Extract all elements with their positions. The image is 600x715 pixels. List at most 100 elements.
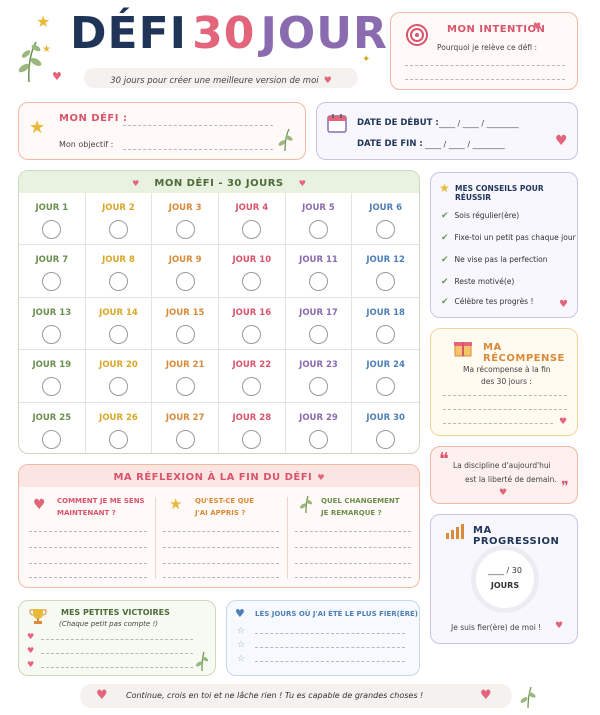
day-checkbox[interactable] (308, 272, 328, 292)
day-checkbox[interactable] (108, 324, 128, 344)
subtitle: 30 jours pour créer une meilleure versio… (110, 76, 319, 86)
defi-card: ★ MON DÉFI : Mon objectif : (18, 102, 306, 160)
check-icon: ✔ (441, 277, 449, 287)
day-checkbox[interactable] (308, 377, 328, 397)
day-label: JOUR 22 (232, 360, 272, 371)
write-line[interactable] (163, 563, 279, 564)
quote-line-1: La discipline d'aujourd'hui (453, 461, 551, 470)
write-line[interactable] (29, 531, 147, 532)
day-checkbox[interactable] (175, 220, 195, 239)
start-date-field[interactable]: ____ / ____ / ________ (439, 119, 519, 128)
day-checkbox[interactable] (376, 377, 396, 397)
write-line[interactable] (29, 563, 147, 564)
heart-icon: ♥ (317, 473, 325, 482)
day-cell: JOUR 11 (285, 245, 353, 298)
quote-card: ❝ La discipline d'aujourd'hui est la lib… (430, 446, 578, 504)
progress-label: JOURS (490, 581, 520, 590)
day-checkbox[interactable] (42, 324, 62, 344)
day-cell: JOUR 10 (219, 245, 286, 298)
intention-question: Pourquoi je relève ce défi : (437, 43, 538, 52)
day-checkbox[interactable] (242, 220, 262, 239)
write-line[interactable] (443, 409, 567, 410)
day-checkbox[interactable] (42, 220, 62, 239)
day-checkbox[interactable] (242, 324, 262, 344)
end-date-label: DATE DE FIN : (357, 139, 423, 149)
heart-icon: ♥ (27, 646, 35, 655)
reward-title: MA RÉCOMPENSE (483, 342, 565, 364)
day-checkbox[interactable] (376, 429, 396, 449)
day-checkbox[interactable] (376, 272, 396, 292)
write-line[interactable] (255, 633, 405, 634)
day-cell: JOUR 20 (85, 350, 153, 403)
heart-icon: ♥ (33, 497, 46, 513)
target-icon (405, 23, 429, 51)
day-checkbox[interactable] (308, 324, 328, 344)
heart-icon: ♥ (235, 607, 245, 620)
day-checkbox[interactable] (242, 272, 262, 292)
heart-icon: ♥ (323, 76, 332, 86)
check-icon: ✔ (441, 297, 449, 307)
day-checkbox[interactable] (175, 324, 195, 344)
victories-title: MES PETITES VICTOIRES (61, 608, 170, 617)
write-line[interactable] (443, 395, 567, 396)
day-checkbox[interactable] (42, 272, 62, 292)
day-checkbox[interactable] (242, 429, 262, 449)
write-line[interactable] (163, 531, 279, 532)
grid-header: ♥ MON DÉFI - 30 JOURS ♥ (19, 171, 419, 193)
q2-line-1: QU'EST-CE QUE (195, 497, 255, 505)
write-line[interactable] (41, 639, 193, 640)
gift-icon (453, 337, 473, 361)
day-grid: JOUR 1 JOUR 2 JOUR 3 JOUR 4 JOUR 5 JOUR 6 JOUR… (19, 193, 419, 453)
day-cell: JOUR 7 (19, 245, 86, 298)
progress-ring: ____ / 30 JOURS (471, 545, 539, 613)
day-cell: JOUR 13 (19, 297, 86, 351)
write-line[interactable] (443, 423, 553, 424)
heart-icon: ♥ (555, 133, 568, 149)
day-checkbox[interactable] (308, 429, 328, 449)
day-checkbox[interactable] (42, 377, 62, 397)
day-checkbox[interactable] (376, 220, 396, 239)
tips-title: MES CONSEILS POUR RÉUSSIR (455, 184, 544, 202)
day-checkbox[interactable] (108, 220, 128, 239)
heart-icon: ♥ (533, 22, 542, 32)
write-line[interactable] (405, 65, 565, 66)
write-line[interactable] (41, 653, 193, 654)
reflection-header: MA RÉFLEXION À LA FIN DU DÉFI ♥ (19, 465, 419, 487)
day-checkbox[interactable] (175, 429, 195, 449)
write-line[interactable] (29, 547, 147, 548)
write-line[interactable] (41, 667, 193, 668)
write-line[interactable] (255, 647, 405, 648)
heart-icon: ♥ (132, 179, 140, 188)
progress-value[interactable]: ____ / 30 (488, 566, 522, 575)
day-checkbox[interactable] (42, 429, 62, 449)
footer-banner: ♥ Continue, crois en toi et ne lâche rie… (80, 684, 512, 708)
write-line[interactable] (163, 547, 279, 548)
tip-item: ✔ Ne vise pas la perfection (441, 255, 548, 265)
day-checkbox[interactable] (175, 272, 195, 292)
end-date-field[interactable]: ____ / ____ / ________ (425, 140, 505, 149)
write-line[interactable] (163, 577, 279, 578)
heart-icon: ♥ (555, 621, 564, 631)
day-checkbox[interactable] (308, 220, 328, 239)
day-label: JOUR 24 (366, 360, 405, 371)
write-line[interactable] (405, 79, 565, 80)
day-checkbox[interactable] (175, 377, 195, 397)
day-checkbox[interactable] (376, 324, 396, 344)
write-line[interactable] (123, 125, 273, 126)
day-checkbox[interactable] (108, 272, 128, 292)
write-line[interactable] (29, 577, 147, 578)
day-checkbox[interactable] (108, 429, 128, 449)
write-line[interactable] (123, 149, 273, 150)
divider (155, 497, 156, 579)
star-icon: ★ (169, 495, 183, 513)
day-checkbox[interactable] (108, 377, 128, 397)
write-line[interactable] (295, 563, 411, 564)
quote-line-2: est la liberté de demain. (465, 475, 557, 484)
day-checkbox[interactable] (242, 377, 262, 397)
write-line[interactable] (295, 577, 411, 578)
write-line[interactable] (255, 661, 405, 662)
write-line[interactable] (295, 531, 411, 532)
day-label: JOUR 21 (165, 360, 205, 371)
quote-open-icon: ❝ (439, 449, 449, 470)
write-line[interactable] (295, 547, 411, 548)
